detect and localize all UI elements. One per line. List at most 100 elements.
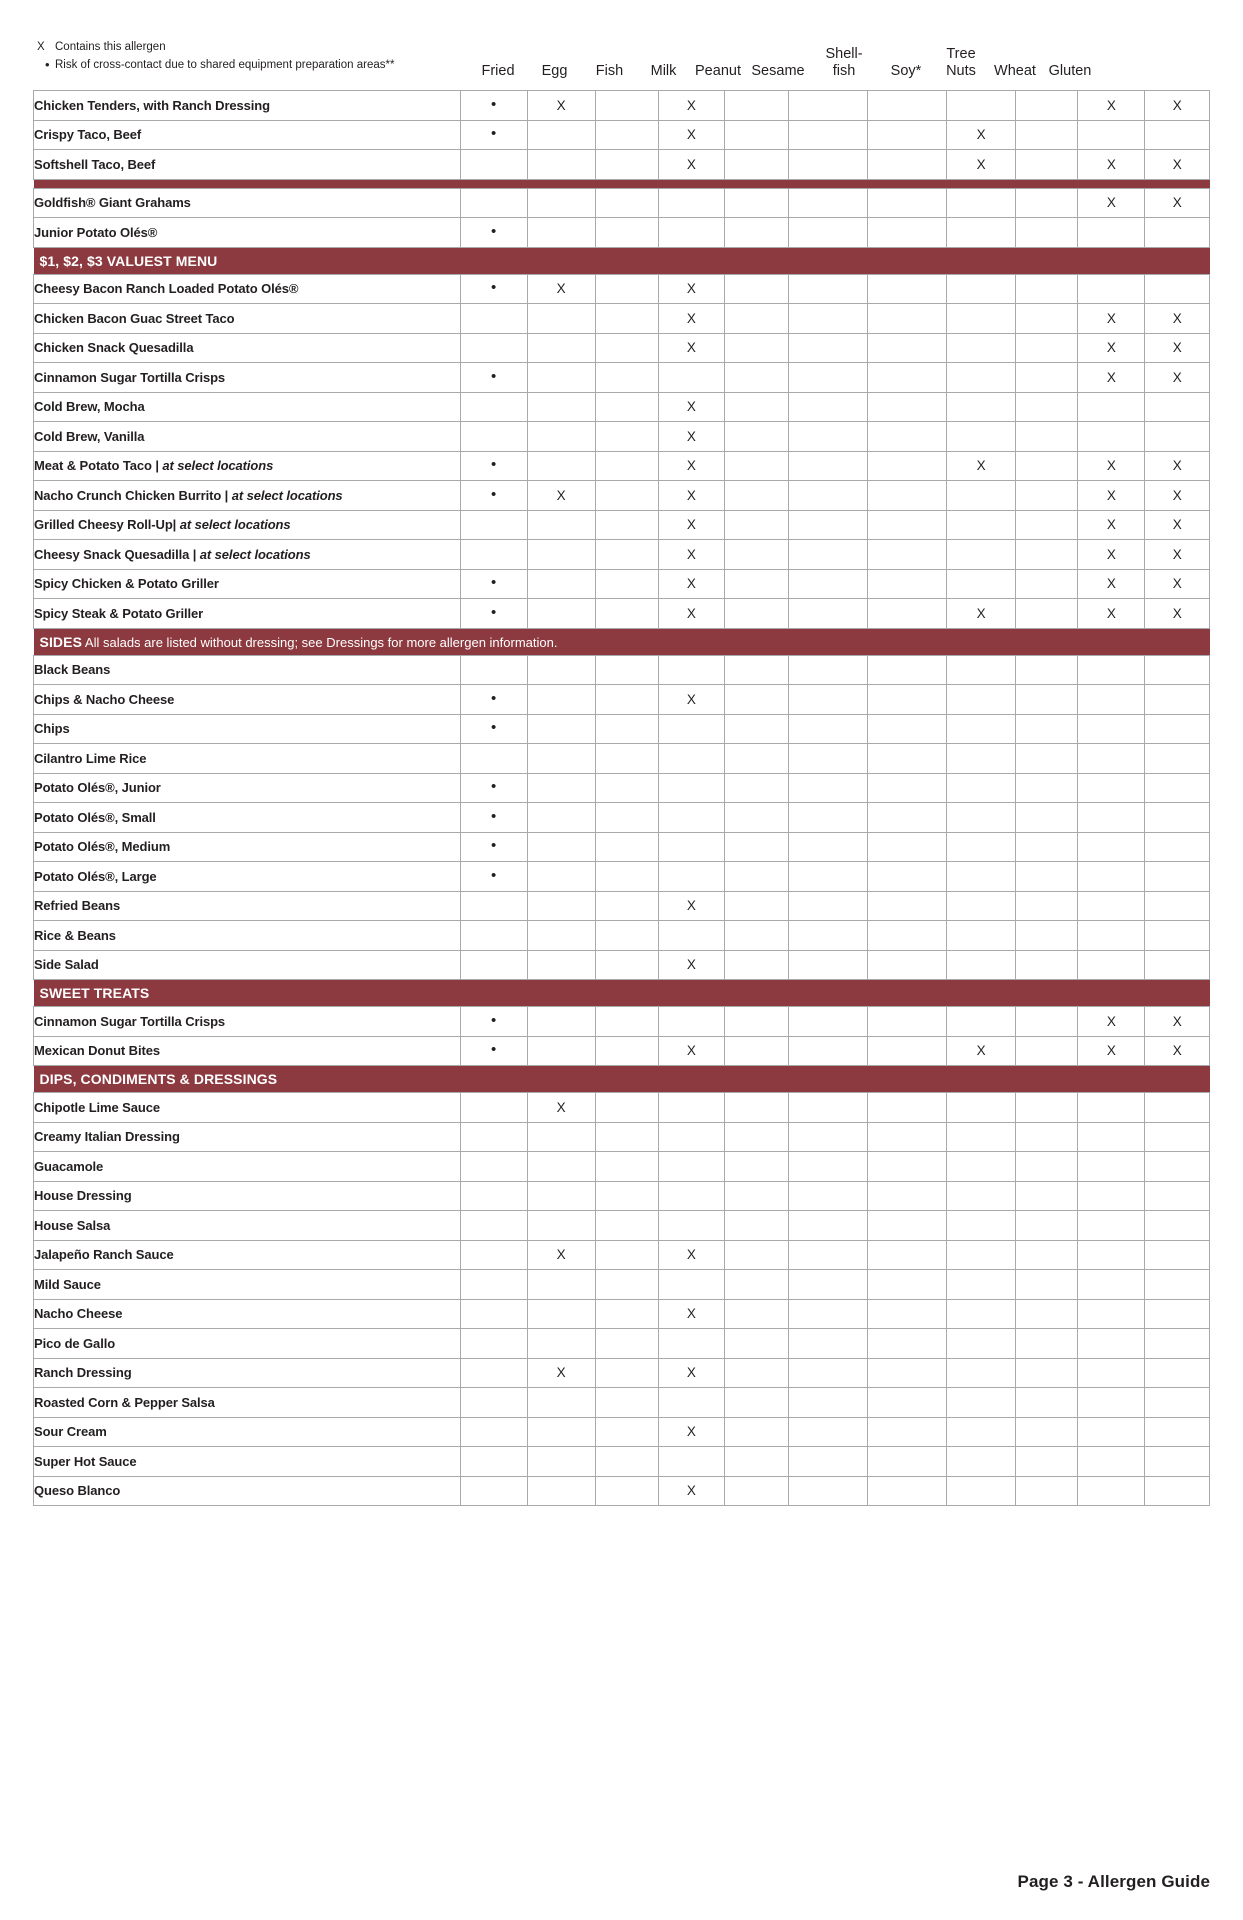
- menu-item-label: Grilled Cheesy Roll-Up|: [34, 517, 180, 533]
- allergen-cell-shell: [867, 391, 948, 422]
- menu-item-label: Junior Potato Olés®: [34, 224, 158, 240]
- allergen-cell-egg: [526, 1180, 596, 1211]
- menu-item-label: Chips & Nacho Cheese: [34, 691, 175, 707]
- allergen-cell-sesame: [788, 421, 869, 452]
- contains-x-icon: X: [1172, 1043, 1182, 1059]
- allergen-cell-milk: X: [658, 1416, 725, 1447]
- allergen-cell-wheat: [1077, 890, 1146, 921]
- allergen-cell-gluten: [1144, 890, 1210, 921]
- section-header: DIPS, CONDIMENTS & DRESSINGS: [33, 1065, 1210, 1093]
- allergen-cell-soy: [946, 1298, 1017, 1329]
- menu-item-name: Cold Brew, Vanilla: [33, 421, 461, 452]
- allergen-cell-peanut: [723, 1121, 790, 1152]
- allergen-cell-sesame: [788, 450, 869, 481]
- allergen-cell-soy: [946, 1092, 1017, 1123]
- menu-item-name: Queso Blanco: [33, 1475, 461, 1506]
- menu-item-name: Pico de Gallo: [33, 1328, 461, 1359]
- allergen-cell-tree: [1015, 684, 1079, 715]
- allergen-cell-wheat: [1077, 713, 1146, 744]
- allergen-cell-fried: [459, 187, 528, 218]
- allergen-cell-sesame: [788, 598, 869, 629]
- contains-x-icon: X: [1106, 340, 1116, 356]
- allergen-cell-fried: •: [459, 1035, 528, 1066]
- contains-x-icon: X: [686, 1424, 696, 1440]
- column-header-shellfish: Shell- fish: [811, 46, 877, 80]
- allergen-cell-milk: X: [658, 1035, 725, 1066]
- menu-item-label: Super Hot Sauce: [34, 1453, 137, 1469]
- menu-item-label: Ranch Dressing: [34, 1365, 132, 1381]
- allergen-cell-peanut: [723, 1328, 790, 1359]
- allergen-cell-wheat: X: [1077, 362, 1146, 393]
- section-header: SWEET TREATS: [33, 979, 1210, 1007]
- allergen-cell-gluten: [1144, 1269, 1210, 1300]
- table-header-area: X Contains this allergen • Risk of cross…: [0, 0, 1243, 90]
- table-row: House Salsa: [33, 1210, 1210, 1241]
- menu-item-name: Grilled Cheesy Roll-Up| at select locati…: [33, 509, 461, 540]
- allergen-cell-milk: [658, 772, 725, 803]
- allergen-cell-gluten: X: [1144, 1006, 1210, 1037]
- allergen-cell-egg: X: [526, 273, 596, 304]
- allergen-cell-gluten: X: [1144, 598, 1210, 629]
- menu-item-name: House Salsa: [33, 1210, 461, 1241]
- allergen-cell-fish: [594, 598, 660, 629]
- column-header-sesame: Sesame: [751, 63, 805, 79]
- allergen-cell-egg: [526, 1475, 596, 1506]
- allergen-cell-fried: •: [459, 684, 528, 715]
- allergen-cell-gluten: [1144, 949, 1210, 980]
- table-row: Nacho Crunch Chicken Burrito | at select…: [33, 480, 1210, 511]
- allergen-cell-gluten: X: [1144, 149, 1210, 180]
- contains-x-icon: X: [686, 340, 696, 356]
- allergen-cell-fried: •: [459, 713, 528, 744]
- allergen-cell-egg: [526, 654, 596, 685]
- allergen-cell-tree: [1015, 1446, 1079, 1477]
- allergen-cell-shell: [867, 1151, 948, 1182]
- allergen-cell-fish: [594, 684, 660, 715]
- allergen-cell-soy: [946, 1121, 1017, 1152]
- allergen-cell-wheat: [1077, 684, 1146, 715]
- cross-contact-dot-icon: •: [490, 222, 497, 240]
- menu-item-label: Cold Brew, Vanilla: [34, 428, 145, 444]
- allergen-cell-tree: [1015, 1416, 1079, 1447]
- allergen-cell-shell: [867, 1446, 948, 1477]
- menu-item-name: Spicy Chicken & Potato Griller: [33, 568, 461, 599]
- allergen-cell-soy: [946, 1239, 1017, 1270]
- allergen-cell-milk: [658, 1092, 725, 1123]
- allergen-cell-soy: X: [946, 598, 1017, 629]
- table-row: Potato Olés®, Small •: [33, 802, 1210, 833]
- allergen-cell-gluten: X: [1144, 362, 1210, 393]
- allergen-cell-milk: X: [658, 90, 725, 121]
- contains-x-icon: X: [686, 97, 696, 113]
- allergen-cell-milk: [658, 1121, 725, 1152]
- allergen-cell-shell: [867, 450, 948, 481]
- allergen-cell-gluten: X: [1144, 187, 1210, 218]
- allergen-cell-peanut: [723, 119, 790, 150]
- allergen-cell-milk: X: [658, 149, 725, 180]
- contains-x-icon: X: [976, 458, 986, 474]
- allergen-cell-wheat: X: [1077, 149, 1146, 180]
- allergen-cell-wheat: X: [1077, 303, 1146, 334]
- allergen-cell-wheat: X: [1077, 332, 1146, 363]
- allergen-cell-sesame: [788, 391, 869, 422]
- menu-item-name: Potato Olés®, Medium: [33, 831, 461, 862]
- table-row: Creamy Italian Dressing: [33, 1121, 1210, 1152]
- allergen-cell-shell: [867, 1239, 948, 1270]
- allergen-cell-fried: •: [459, 90, 528, 121]
- allergen-cell-shell: [867, 1035, 948, 1066]
- allergen-cell-fried: [459, 743, 528, 774]
- menu-item-name: Super Hot Sauce: [33, 1446, 461, 1477]
- allergen-cell-fried: •: [459, 802, 528, 833]
- menu-item-name: Chicken Snack Quesadilla: [33, 332, 461, 363]
- allergen-cell-sesame: [788, 217, 869, 248]
- allergen-cell-milk: X: [658, 568, 725, 599]
- allergen-cell-fried: [459, 1475, 528, 1506]
- allergen-cell-egg: [526, 149, 596, 180]
- contains-x-icon: X: [686, 458, 696, 474]
- allergen-cell-egg: [526, 1416, 596, 1447]
- allergen-cell-sesame: [788, 1475, 869, 1506]
- column-header-treenuts: Tree Nuts: [935, 46, 987, 80]
- allergen-cell-egg: [526, 802, 596, 833]
- allergen-cell-sesame: [788, 1210, 869, 1241]
- contains-x-icon: X: [1172, 605, 1182, 621]
- allergen-cell-shell: [867, 1006, 948, 1037]
- table-row: Guacamole: [33, 1151, 1210, 1182]
